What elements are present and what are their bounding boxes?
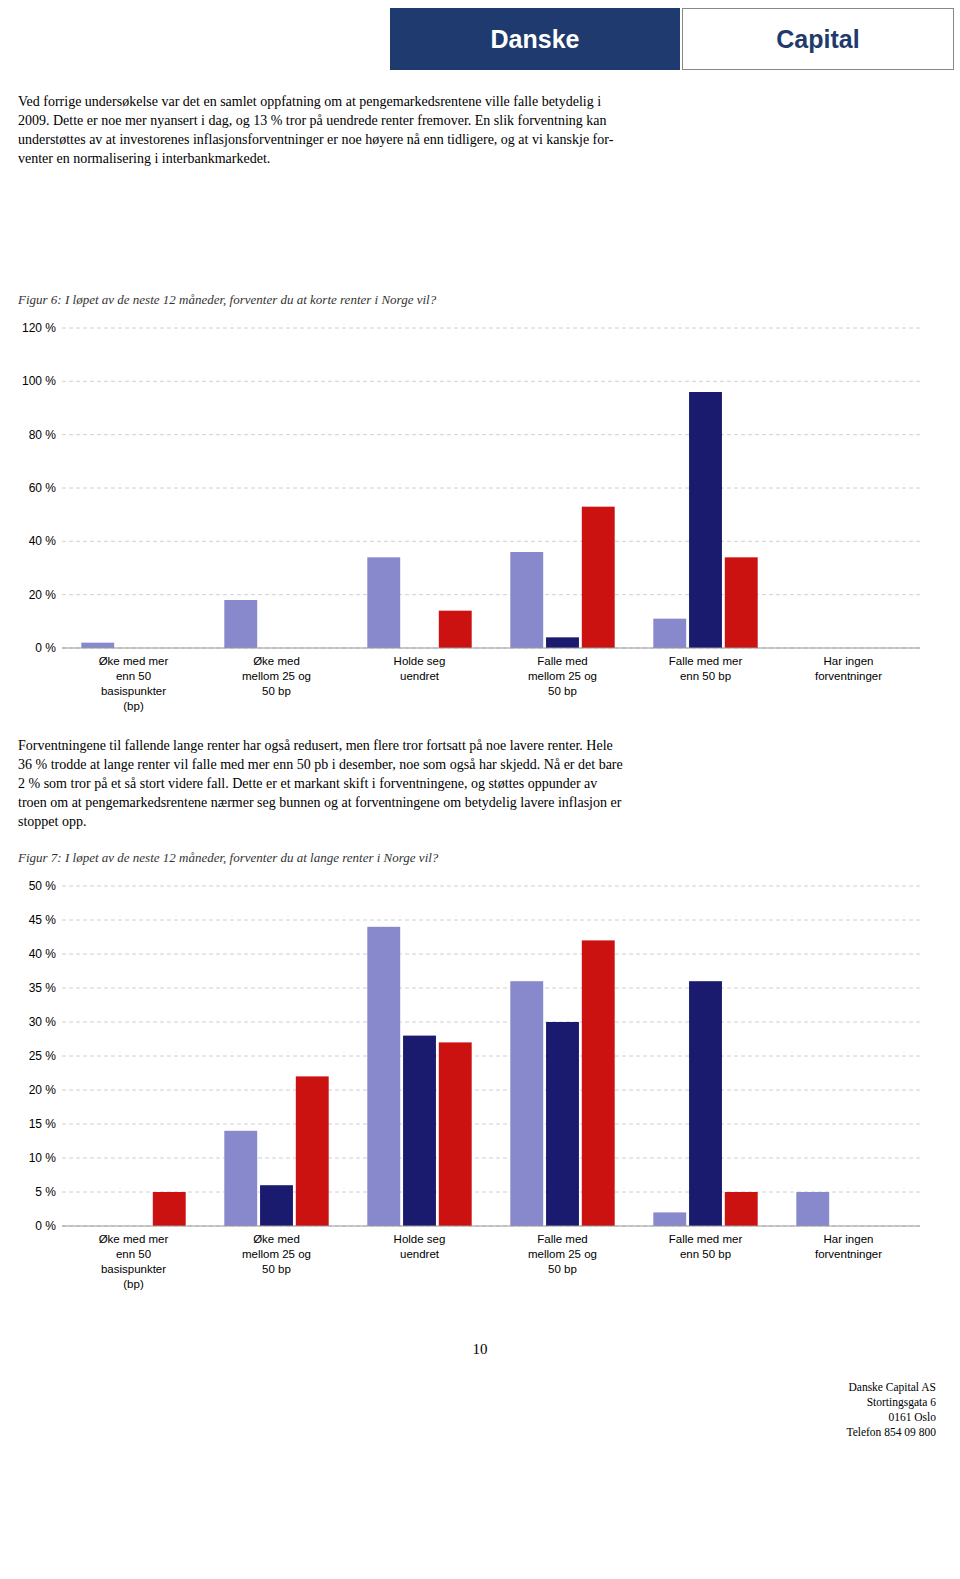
bar	[653, 619, 686, 648]
bar	[689, 392, 722, 648]
bar	[725, 1192, 758, 1226]
bars	[153, 927, 829, 1226]
y-tick-label: 0 %	[35, 1219, 56, 1233]
grid-line	[62, 1056, 920, 1057]
grid-line	[62, 1124, 920, 1125]
x-axis	[62, 648, 920, 649]
bars	[81, 392, 757, 648]
bar	[296, 1076, 329, 1226]
y-tick-label: 40 %	[29, 947, 57, 961]
grid	[62, 328, 920, 648]
y-tick-label: 25 %	[29, 1049, 57, 1063]
bar	[546, 637, 579, 648]
bar	[510, 552, 543, 648]
footer-company: Danske Capital AS Stortingsgata 6 0161 O…	[846, 1380, 936, 1440]
bar	[439, 611, 472, 648]
grid-line	[62, 488, 920, 489]
grid-line	[62, 1090, 920, 1091]
bar	[510, 981, 543, 1226]
grid-line	[62, 328, 920, 329]
y-tick-label: 5 %	[35, 1185, 56, 1199]
bar	[653, 1212, 686, 1226]
y-tick-label: 30 %	[29, 1015, 57, 1029]
x-tick-label: Falle med merenn 50 bp	[669, 1233, 743, 1260]
grid-line	[62, 988, 920, 989]
y-tick-label: 20 %	[29, 1083, 57, 1097]
page: {"chart_data": [ {"type": "bar", "title"…	[0, 0, 960, 1579]
intro-text: Ved forrige undersøkelse var det en saml…	[18, 92, 942, 168]
grid-line	[62, 541, 920, 542]
y-tick-label: 45 %	[29, 913, 57, 927]
y-tick-label: 120 %	[22, 321, 56, 335]
y-tick-label: 80 %	[29, 428, 57, 442]
middle-text: Forventningene til fallende lange renter…	[18, 736, 942, 831]
x-tick-label: Holde seguendret	[394, 655, 446, 682]
x-tick-label: Holde seguendret	[394, 1233, 446, 1260]
bar	[81, 643, 114, 648]
y-tick-label: 100 %	[22, 374, 56, 388]
x-tick-label: Øke med merenn 50basispunkter(bp)	[99, 655, 169, 712]
x-axis	[62, 1226, 920, 1227]
grid-line	[62, 1158, 920, 1159]
chart-title: Figur 6: I løpet av de neste 12 måneder,…	[18, 292, 436, 308]
y-tick-label: 35 %	[29, 981, 57, 995]
bar	[224, 600, 257, 648]
bar	[367, 557, 400, 648]
bar	[796, 1192, 829, 1226]
bar	[689, 981, 722, 1226]
x-tick-label: Falle medmellom 25 og50 bp	[528, 1233, 597, 1275]
grid-line	[62, 648, 920, 649]
chart: 0 % 5 % 10 % 15 % 20 % 25 % 30 % 35 % 40 % 45 % 50…	[0, 876, 960, 1304]
x-tick-label: Øke med merenn 50basispunkter(bp)	[99, 1233, 169, 1290]
x-tick-label: Har ingenforventninger	[815, 655, 882, 682]
grid-line	[62, 1226, 920, 1227]
y-tick-label: 60 %	[29, 481, 57, 495]
grid-line	[62, 954, 920, 955]
bar	[224, 1131, 257, 1226]
x-tick-label: Falle medmellom 25 og50 bp	[528, 655, 597, 697]
x-tick-label: Falle med merenn 50 bp	[669, 655, 743, 682]
chart: 0 % 20 % 40 % 60 % 80 % 100 % 120 % Øke med mer…	[0, 318, 960, 726]
bar	[439, 1042, 472, 1226]
y-tick-label: 0 %	[35, 641, 56, 655]
y-tick-label: 20 %	[29, 588, 57, 602]
bar	[153, 1192, 186, 1226]
y-tick-label: 15 %	[29, 1117, 57, 1131]
grid-line	[62, 1022, 920, 1023]
page-number: 10	[0, 1340, 960, 1359]
y-tick-label: 40 %	[29, 534, 57, 548]
grid-line	[62, 434, 920, 435]
x-tick-label: Øke medmellom 25 og50 bp	[242, 1233, 311, 1275]
grid-line	[62, 1192, 920, 1193]
logo-danske: Danske	[390, 8, 680, 70]
bar	[546, 1022, 579, 1226]
bar	[367, 927, 400, 1226]
grid-line	[62, 886, 920, 887]
y-tick-label: 50 %	[29, 879, 57, 893]
grid	[62, 886, 920, 1226]
bar	[582, 940, 615, 1226]
grid-line	[62, 920, 920, 921]
x-tick-label: Har ingenforventninger	[815, 1233, 882, 1260]
grid-line	[62, 381, 920, 382]
chart-title: Figur 7: I løpet av de neste 12 måneder,…	[18, 850, 438, 866]
logo-capital: Capital	[682, 8, 954, 70]
y-tick-label: 10 %	[29, 1151, 57, 1165]
x-tick-label: Øke medmellom 25 og50 bp	[242, 655, 311, 697]
grid-line	[62, 594, 920, 595]
bar	[725, 557, 758, 648]
bar	[582, 507, 615, 648]
bar	[260, 1185, 293, 1226]
bar	[403, 1036, 436, 1226]
